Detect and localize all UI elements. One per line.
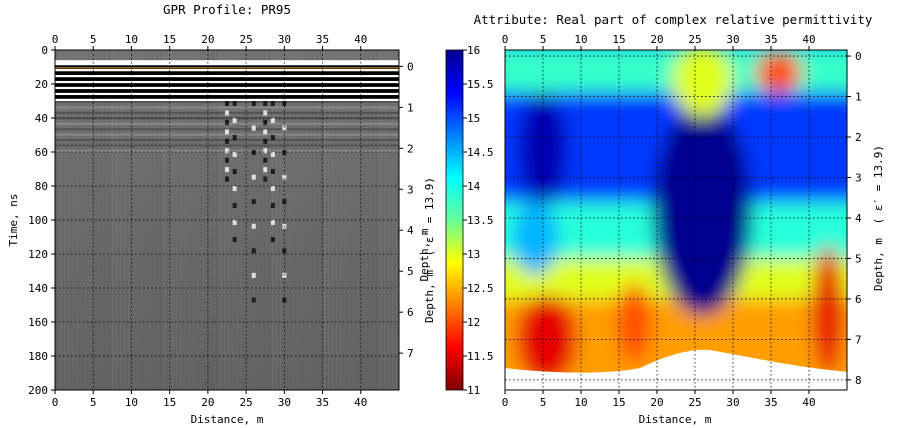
right-y-tick-label: 3 <box>855 172 862 185</box>
right-x-tick-label: 40 <box>802 396 815 409</box>
right-chart-title: Attribute: Real part of complex relative… <box>474 12 873 27</box>
left-x-tick-label: 30 <box>278 396 291 409</box>
left-y-tick-label: 100 <box>28 214 48 227</box>
right-x-tick-label: 10 <box>574 396 587 409</box>
right-grid <box>505 50 847 390</box>
colorbar-tick-label: 12.5 <box>467 282 494 295</box>
left-y-tick-label: 140 <box>28 282 48 295</box>
left-x-tick-label-top: 35 <box>316 33 329 46</box>
colorbar <box>445 49 464 391</box>
left-y2-axis-label: Depth, m ( ε′ = 13.9) <box>418 177 437 323</box>
left-x-tick-label: 0 <box>52 396 59 409</box>
gpr-profile-panel: GPR Profile: PR95 0055101015152020252530… <box>7 2 437 426</box>
colorbar-tick-label: 15.5 <box>467 78 494 91</box>
left-y-tick-label: 160 <box>28 316 48 329</box>
right-y-tick-label: 0 <box>855 50 862 63</box>
right-x-tick-label-top: 15 <box>612 33 625 46</box>
right-x-tick-label-top: 5 <box>540 33 547 46</box>
right-x-axis-label: Distance, m <box>639 413 712 426</box>
left-grid <box>55 50 399 390</box>
right-x-tick-label: 25 <box>688 396 701 409</box>
right-x-tick-label: 30 <box>726 396 739 409</box>
colorbar-tick-label: 15 <box>467 112 480 125</box>
left-y-tick-label: 0 <box>41 44 48 57</box>
right-y-tick-label: 1 <box>855 91 862 104</box>
permittivity-region <box>512 201 559 275</box>
left-chart-title: GPR Profile: PR95 <box>163 2 291 17</box>
right-y-tick-label: 6 <box>855 293 862 306</box>
permittivity-region <box>516 294 578 384</box>
left-x-axis-label: Distance, m <box>191 413 264 426</box>
right-x-tick-label-top: 35 <box>764 33 777 46</box>
permittivity-region <box>812 246 844 376</box>
colorbar-tick-label: 13.5 <box>467 214 494 227</box>
colorbar-tick-label: 16 <box>467 44 480 57</box>
right-y-tick-label: 2 <box>855 131 862 144</box>
left-y2-tick-label: 5 <box>407 265 414 278</box>
colorbar-tick-label: 11.5 <box>467 350 494 363</box>
left-y2-tick-label: 2 <box>407 142 414 155</box>
left-x-tick-label: 10 <box>125 396 138 409</box>
left-y-tick-label: 200 <box>28 384 48 397</box>
left-y-axis-label: Time, ns <box>7 194 20 247</box>
left-x-tick-label-top: 10 <box>125 33 138 46</box>
left-x-tick-label-top: 5 <box>90 33 97 46</box>
left-x-tick-label-top: 30 <box>278 33 291 46</box>
left-y2-tick-label: 4 <box>407 224 414 237</box>
permittivity-region <box>518 92 568 206</box>
right-y2-axis-label: Depth, m ( ε′ = 13.9) <box>867 145 886 291</box>
left-y-tick-label: 60 <box>35 146 48 159</box>
right-y-tick-label: 4 <box>855 212 862 225</box>
right-x-tick-label: 20 <box>650 396 663 409</box>
left-y2-tick-label: 6 <box>407 306 414 319</box>
left-x-tick-label: 20 <box>201 396 214 409</box>
left-x-tick-label: 5 <box>90 396 97 409</box>
right-x-tick-label: 0 <box>502 396 509 409</box>
right-x-tick-label-top: 0 <box>502 33 509 46</box>
left-y2-tick-label: 1 <box>407 101 414 114</box>
left-y-tick-label: 20 <box>35 78 48 91</box>
left-y-tick-label: 40 <box>35 112 48 125</box>
radargram-image <box>55 50 399 390</box>
colorbar-tick-label: 14 <box>467 180 481 193</box>
right-x-tick-label-top: 25 <box>688 33 701 46</box>
right-x-tick-label-top: 10 <box>574 33 587 46</box>
permittivity-region <box>653 104 752 316</box>
left-x-tick-label-top: 20 <box>201 33 214 46</box>
permittivity-panel: Attribute: Real part of complex relative… <box>418 12 886 426</box>
colorbar-tick-label: 11 <box>467 384 480 397</box>
left-y2-tick-label: 7 <box>407 347 414 360</box>
left-y-tick-label: 80 <box>35 180 48 193</box>
left-y2-tick-label: 0 <box>407 60 414 73</box>
left-x-tick-label: 25 <box>239 396 252 409</box>
left-y-tick-label: 180 <box>28 350 48 363</box>
right-x-tick-label: 35 <box>764 396 777 409</box>
right-plot-frame <box>504 49 848 391</box>
left-x-tick-label: 15 <box>163 396 176 409</box>
right-y-tick-label: 7 <box>855 333 862 346</box>
left-y-tick-label: 120 <box>28 248 48 261</box>
left-x-tick-label: 35 <box>316 396 329 409</box>
left-x-tick-label-top: 15 <box>163 33 176 46</box>
right-x-tick-label-top: 30 <box>726 33 739 46</box>
right-y-axis-label: Depth, m <box>418 228 431 281</box>
colorbar-tick-label: 13 <box>467 248 480 261</box>
right-x-tick-label: 5 <box>540 396 547 409</box>
colorbar-tick-label: 12 <box>467 316 480 329</box>
left-x-tick-label-top: 0 <box>52 33 59 46</box>
colorbar-tick-label: 14.5 <box>467 146 494 159</box>
permittivity-region <box>755 52 802 93</box>
right-x-tick-label-top: 20 <box>650 33 663 46</box>
left-x-tick-label-top: 40 <box>354 33 367 46</box>
right-x-tick-label-top: 40 <box>802 33 815 46</box>
right-x-tick-label: 15 <box>612 396 625 409</box>
right-y-tick-label: 8 <box>855 374 862 387</box>
right-y-tick-label: 5 <box>855 252 862 265</box>
permittivity-region <box>672 50 733 117</box>
left-y2-tick-label: 3 <box>407 183 414 196</box>
permittivity-region <box>617 282 651 364</box>
left-x-tick-label: 40 <box>354 396 367 409</box>
left-x-tick-label-top: 25 <box>239 33 252 46</box>
